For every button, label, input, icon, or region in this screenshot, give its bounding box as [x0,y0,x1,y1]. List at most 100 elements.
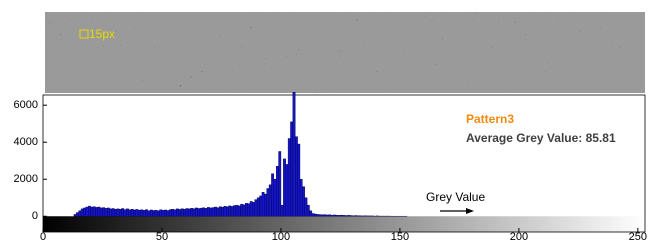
chart-subtitle: Average Grey Value: 85.81 [466,131,616,145]
bar [95,207,97,216]
bar [207,207,209,216]
bar [193,209,195,217]
bar [212,208,214,217]
bar [236,205,238,216]
bar [252,202,254,216]
bar [205,208,207,216]
bar [143,210,145,216]
bar [141,210,143,216]
bar [105,208,107,216]
bar [274,179,276,216]
bar [267,188,269,216]
bar [214,207,216,216]
bar [314,214,316,216]
bar [355,216,357,217]
bar [224,206,226,216]
bar [305,198,307,217]
bar [124,210,126,217]
bar [312,213,314,216]
bar [281,205,283,216]
bar [114,209,116,216]
bar [364,216,366,217]
bar [126,209,128,216]
bar [238,206,240,216]
bar [79,211,81,217]
y-tick-label: 2000 [14,173,38,185]
bar [250,201,252,216]
bar [343,215,345,216]
bar [150,210,152,216]
bar [217,208,219,217]
bar [336,215,338,216]
x-tick-label: 100 [272,231,290,242]
bar [345,216,347,217]
bar [179,209,181,216]
x-tick-label: 250 [629,231,647,242]
bar [290,122,292,216]
bar [133,210,135,216]
chart: 15px Pattern3 Average Grey Value: 85.81 … [0,0,665,242]
bar [93,207,95,217]
bar [350,216,352,217]
chart-title: Pattern3 [466,112,514,126]
x-tick-label: 200 [510,231,528,242]
image-label: 15px [89,27,115,41]
bar [131,209,133,216]
bar [138,210,140,216]
bar [243,205,245,216]
bar [152,211,154,217]
bar [302,187,304,217]
bar [169,210,171,217]
bar [271,174,273,217]
y-tick-label: 4000 [14,136,38,148]
bar [340,215,342,216]
bar [255,200,257,217]
bar [86,207,88,216]
bar [100,208,102,216]
bar [112,208,114,216]
bar [293,92,295,216]
bar [186,208,188,216]
bar [298,144,300,216]
bar [83,208,85,216]
bar [129,210,131,216]
bar [231,206,233,216]
bar [76,213,78,217]
bar [288,139,290,217]
x-tick-label: 0 [40,231,46,242]
bar [198,208,200,216]
bar [286,164,288,216]
bar [326,215,328,216]
bar [145,210,147,217]
bar [300,179,302,216]
bar [162,210,164,216]
bar [188,209,190,216]
bar [164,210,166,216]
grey-ramp [43,216,645,232]
bar [233,206,235,217]
bar [352,216,354,217]
bar [200,208,202,216]
bar [219,207,221,217]
bar [157,211,159,217]
bar [74,214,76,216]
bar [357,216,359,217]
bar [195,208,197,216]
arrow-head [466,208,474,214]
bar [183,209,185,216]
bar [119,209,121,216]
bar [110,209,112,216]
bar [91,207,93,216]
bar [338,215,340,216]
bar [181,209,183,217]
bar [359,216,361,217]
bar [269,185,271,216]
bar [257,198,259,217]
bar [171,209,173,216]
y-tick-label: 0 [32,210,38,222]
bar [88,206,90,216]
bar [107,208,109,216]
x-axis-label: Grey Value [426,190,485,204]
x-tick-label: 50 [156,231,168,242]
bar [176,209,178,216]
